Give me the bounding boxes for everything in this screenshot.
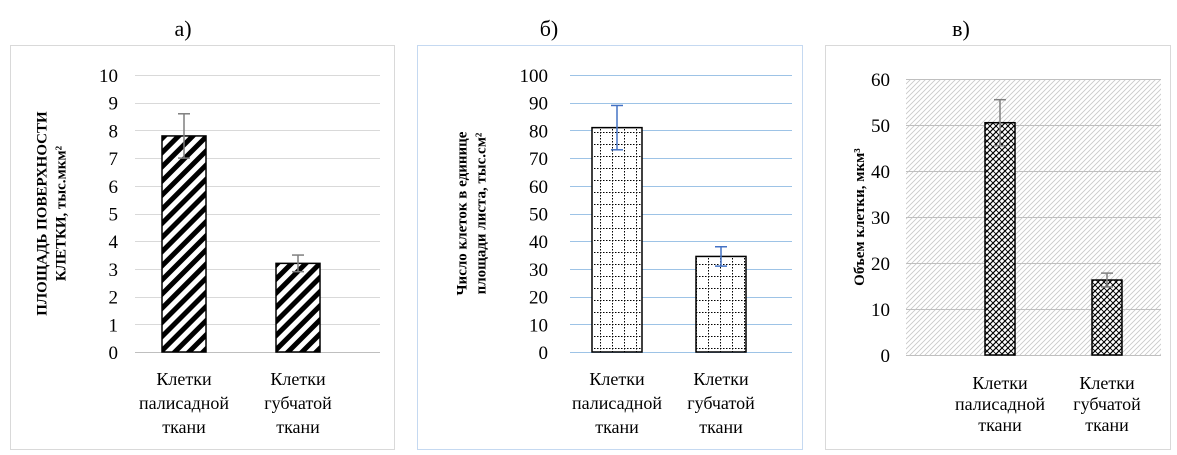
chart-a-bars bbox=[161, 113, 321, 353]
chart-a-ylabel: ПЛОЩАДЬ ПОВЕРХНОСТИ КЛЕТКИ, тыс.мкм² bbox=[35, 111, 70, 316]
chart-a-bar bbox=[161, 135, 207, 353]
chart-c-error-bar bbox=[1101, 272, 1113, 288]
chart-b-ytick-label: 100 bbox=[520, 66, 549, 87]
chart-b-ytick-label: 40 bbox=[529, 232, 548, 253]
chart-a-ytick-label: 9 bbox=[109, 94, 119, 115]
chart-c-category-label: Клетки палисадной ткани bbox=[955, 373, 1045, 435]
chart-c-bar bbox=[984, 121, 1016, 356]
chart-b-error-bar bbox=[715, 245, 727, 267]
chart-c-ytick-label: 20 bbox=[871, 254, 890, 275]
panel-b-label: б) bbox=[540, 16, 559, 41]
chart-c-bar bbox=[1091, 279, 1123, 356]
chart-b-ytick-label: 50 bbox=[529, 205, 548, 226]
chart-a-ytick-label: 3 bbox=[109, 260, 119, 281]
chart-b-error-bar bbox=[611, 104, 623, 151]
chart-b-ytick-label: 30 bbox=[529, 260, 548, 281]
chart-b-ytick-label: 70 bbox=[529, 149, 548, 170]
chart-a-ytick-label: 5 bbox=[109, 205, 119, 226]
chart-c-ytick-label: 0 bbox=[881, 346, 891, 367]
chart-b-ytick-label: 20 bbox=[529, 288, 548, 309]
chart-c-ytick-label: 10 bbox=[871, 300, 890, 321]
chart-a-categories: Клетки палисадной ткани Клетки губчатой ткани bbox=[139, 369, 332, 437]
chart-b-categories: Клетки палисадной ткани Клетки губчатой ткани bbox=[572, 369, 755, 437]
chart-a-category-label: Клетки губчатой ткани bbox=[264, 369, 332, 437]
chart-a-bar bbox=[275, 262, 321, 353]
chart-b-ytick-label: 10 bbox=[529, 315, 548, 336]
chart-b-bars bbox=[591, 104, 747, 353]
chart-c-ytick-label: 30 bbox=[871, 208, 890, 229]
chart-b-ytick-label: 90 bbox=[529, 94, 548, 115]
chart-a-yticks: 0 1 2 3 4 5 6 7 8 9 10 bbox=[99, 66, 119, 364]
chart-a-ytick-label: 4 bbox=[109, 232, 119, 253]
chart-a-ytick-label: 2 bbox=[109, 288, 119, 309]
chart-c-ytick-label: 60 bbox=[871, 70, 890, 91]
chart-b-ytick-label: 0 bbox=[539, 343, 549, 364]
chart-b-category-label: Клетки губчатой ткани bbox=[687, 369, 755, 437]
chart-a-error-bar bbox=[292, 254, 304, 273]
chart-a-ytick-label: 0 bbox=[109, 343, 119, 364]
chart-c-error-bar bbox=[994, 98, 1006, 147]
chart-a-ytick-label: 1 bbox=[109, 315, 119, 336]
chart-a-ytick-label: 8 bbox=[109, 121, 119, 142]
chart-b-ytick-label: 80 bbox=[529, 121, 548, 142]
chart-a-error-bar bbox=[178, 113, 190, 159]
chart-b-bar bbox=[695, 255, 747, 353]
panel-c-label: в) bbox=[952, 16, 970, 41]
chart-c-category-label: Клетки губчатой ткани bbox=[1073, 373, 1141, 435]
chart-c-ytick-label: 40 bbox=[871, 162, 890, 183]
chart-a-ytick-label: 7 bbox=[109, 149, 119, 170]
chart-b-category-label: Клетки палисадной ткани bbox=[572, 369, 662, 437]
chart-c-categories: Клетки палисадной ткани Клетки губчатой ткани bbox=[955, 373, 1141, 435]
chart-c-ytick-label: 50 bbox=[871, 116, 890, 137]
chart-b-yticks: 0 10 20 30 40 50 60 70 80 90 100 bbox=[520, 66, 549, 364]
chart-b-ytick-label: 60 bbox=[529, 177, 548, 198]
chart-a-ytick-label: 6 bbox=[109, 177, 119, 198]
chart-c-bars bbox=[984, 98, 1123, 356]
chart-c-ylabel: Объем клетки, мкм³ bbox=[852, 148, 868, 286]
chart-a-ytick-label: 10 bbox=[99, 66, 118, 87]
chart-c-yticks: 0 10 20 30 40 50 60 bbox=[871, 70, 890, 367]
chart-b-bar bbox=[591, 126, 643, 353]
chart-c-grid bbox=[906, 79, 1161, 356]
chart-a-category-label: Клетки палисадной ткани bbox=[139, 369, 229, 437]
chart-b-ylabel: Число клеток в единице площади листа, тыс… bbox=[455, 131, 490, 295]
panel-a-label: а) bbox=[174, 16, 191, 41]
chart-b: 0 10 20 30 40 50 60 70 80 90 100 Клетки палисадной т… bbox=[455, 66, 792, 437]
